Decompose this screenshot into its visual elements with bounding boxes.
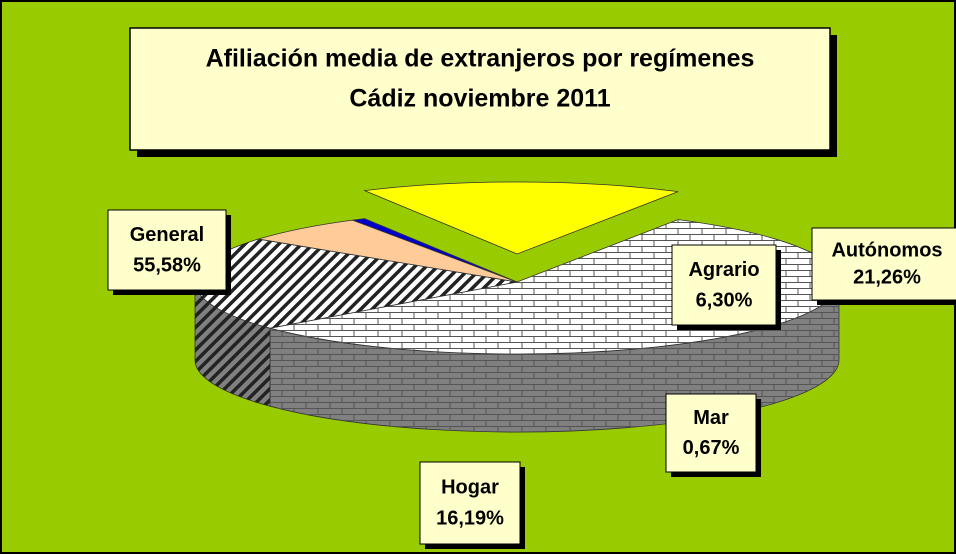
- label-value: 21,26%: [853, 267, 921, 289]
- title-box: [129, 27, 831, 151]
- slice: [352, 218, 518, 283]
- slice-pattern: [195, 239, 517, 329]
- slice: [363, 181, 679, 255]
- labels: General 55,58% Autónomos 21,26% Agrario 6,30%…: [107, 209, 956, 549]
- label-value: 16,19%: [436, 508, 504, 530]
- label-value: 55,58%: [133, 254, 201, 276]
- label-box: [665, 393, 757, 473]
- label-category: Autónomos: [831, 239, 942, 261]
- label-value: 0,67%: [683, 437, 740, 459]
- label-box: [811, 227, 956, 301]
- chart-subtitle: Cádiz noviembre 2011: [349, 85, 610, 113]
- slice-side-pattern: [195, 282, 271, 407]
- label-category: Agrario: [688, 259, 759, 281]
- label-category: General: [130, 224, 204, 246]
- label-box: [107, 209, 227, 291]
- label-category: Mar: [693, 407, 729, 429]
- label-value: 6,30%: [696, 289, 753, 311]
- label-category: Hogar: [441, 477, 499, 499]
- chart-title: Afiliación media de extranjeros por regí…: [206, 45, 755, 73]
- label-box: [671, 244, 777, 326]
- label-box: [419, 461, 521, 545]
- slice: [258, 219, 518, 283]
